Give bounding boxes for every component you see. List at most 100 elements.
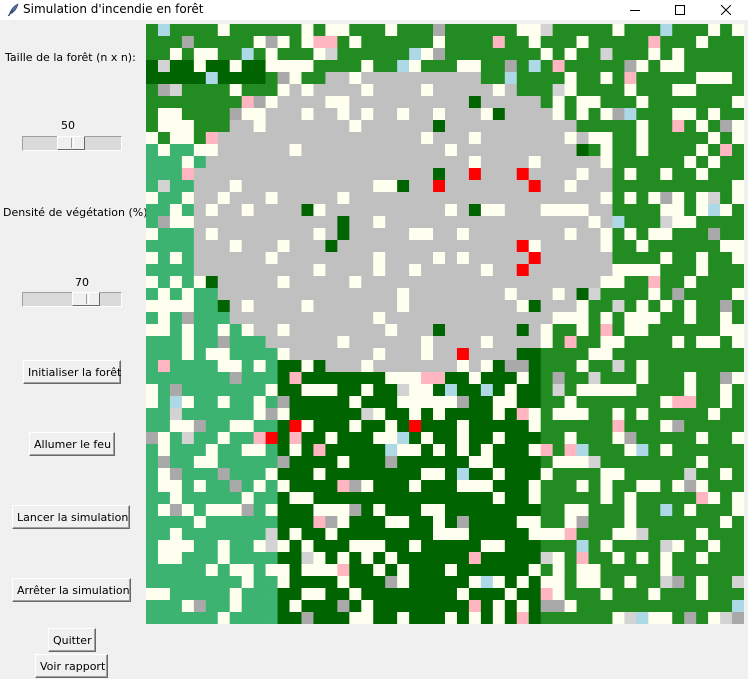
forest-size-slider[interactable] — [22, 136, 122, 151]
grid-cell — [421, 228, 434, 241]
grid-cell — [157, 156, 171, 169]
grid-cell — [433, 36, 446, 49]
grid-cell — [146, 120, 159, 133]
grid-cell — [528, 612, 541, 624]
grid-cell — [157, 456, 171, 469]
grid-cell — [480, 288, 494, 301]
grid-cell — [528, 216, 541, 229]
grid-cell — [648, 444, 661, 457]
grid-cell — [313, 204, 326, 217]
grid-cell — [720, 384, 733, 397]
minimize-button[interactable] — [612, 0, 657, 20]
grid-cell — [720, 576, 733, 589]
grid-cell — [229, 300, 242, 313]
forest-size-slider-thumb[interactable] — [57, 136, 85, 150]
grid-cell — [146, 108, 159, 121]
grid-cell — [576, 588, 589, 601]
grid-cell — [648, 432, 661, 445]
grid-cell — [445, 600, 458, 613]
grid-cell — [504, 144, 518, 157]
grid-cell — [277, 96, 290, 109]
grid-cell — [540, 408, 553, 421]
grid-cell — [468, 168, 482, 181]
grid-cell — [169, 456, 183, 469]
forest-grid[interactable] — [146, 24, 744, 624]
grid-cell — [624, 480, 637, 493]
grid-cell — [146, 396, 159, 409]
grid-cell — [576, 240, 589, 253]
grid-cell — [217, 180, 231, 193]
grid-cell — [528, 132, 541, 145]
stop-simulation-button[interactable]: Arrêter la simulation — [12, 578, 131, 602]
grid-cell — [468, 528, 482, 541]
grid-cell — [480, 324, 494, 337]
grid-cell — [385, 264, 398, 277]
grid-cell — [337, 48, 350, 61]
grid-cell — [146, 276, 159, 289]
grid-cell — [229, 156, 242, 169]
grid-cell — [349, 240, 362, 253]
grid-cell — [648, 564, 661, 577]
grid-cell — [480, 48, 494, 61]
grid-cell — [385, 120, 398, 133]
grid-cell — [181, 96, 195, 109]
grid-cell — [672, 468, 685, 481]
quit-button[interactable]: Quitter — [48, 628, 96, 652]
grid-cell — [612, 216, 625, 229]
grid-cell — [552, 408, 565, 421]
grid-cell — [313, 264, 326, 277]
grid-cell — [325, 516, 338, 529]
grid-cell — [301, 360, 314, 373]
grid-cell — [157, 108, 171, 121]
grid-cell — [636, 540, 649, 553]
grid-cell — [732, 396, 744, 409]
grid-cell — [229, 36, 242, 49]
grid-cell — [169, 420, 183, 433]
grid-cell — [552, 336, 565, 349]
grid-cell — [253, 144, 266, 157]
grid-cell — [504, 276, 518, 289]
grid-cell — [157, 420, 171, 433]
grid-cell — [349, 564, 362, 577]
grid-cell — [600, 528, 613, 541]
grid-cell — [349, 516, 362, 529]
grid-cell — [421, 204, 434, 217]
maximize-button[interactable] — [657, 0, 702, 20]
grid-cell — [169, 384, 183, 397]
grid-cell — [504, 132, 518, 145]
grid-cell — [146, 192, 159, 205]
grid-cell — [564, 444, 577, 457]
grid-cell — [301, 552, 314, 565]
grid-cell — [492, 192, 506, 205]
start-simulation-button[interactable]: Lancer la simulation — [12, 505, 130, 529]
grid-cell — [253, 60, 266, 73]
density-slider[interactable] — [22, 292, 122, 307]
grid-cell — [385, 36, 398, 49]
init-forest-button[interactable]: Initialiser la forêt — [23, 360, 121, 384]
grid-cell — [720, 588, 733, 601]
grid-cell — [660, 540, 673, 553]
grid-cell — [193, 204, 207, 217]
grid-cell — [624, 36, 637, 49]
grid-cell — [600, 96, 613, 109]
grid-cell — [193, 144, 207, 157]
grid-cell — [576, 72, 589, 85]
grid-cell — [253, 180, 266, 193]
grid-cell — [588, 540, 601, 553]
grid-cell — [193, 240, 207, 253]
grid-cell — [468, 372, 482, 385]
grid-cell — [612, 360, 625, 373]
grid-cell — [349, 36, 362, 49]
grid-cell — [397, 84, 410, 97]
density-slider-thumb[interactable] — [72, 292, 100, 306]
grid-cell — [181, 204, 195, 217]
grid-cell — [265, 276, 278, 289]
grid-cell — [277, 516, 290, 529]
grid-cell — [504, 564, 518, 577]
grid-cell — [588, 396, 601, 409]
close-button[interactable] — [703, 0, 748, 20]
report-button[interactable]: Voir rapport — [35, 654, 108, 678]
ignite-button[interactable]: Allumer le feu — [29, 432, 115, 456]
grid-cell — [349, 204, 362, 217]
grid-cell — [217, 324, 231, 337]
